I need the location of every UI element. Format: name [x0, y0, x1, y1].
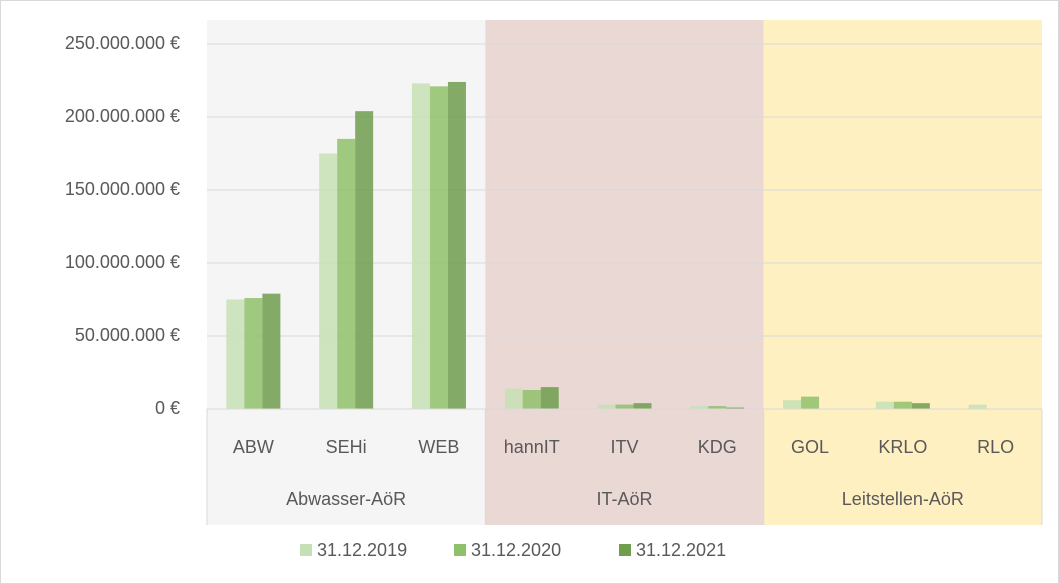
y-tick-label: 200.000.000 € [65, 106, 180, 126]
x-tick-label: KRLO [878, 437, 927, 457]
bar [540, 387, 559, 409]
y-tick-label: 50.000.000 € [75, 325, 180, 345]
y-tick-label: 0 € [155, 398, 180, 418]
x-tick-label: SEHi [326, 437, 367, 457]
group-band [763, 20, 1042, 525]
group-label: Leitstellen-AöR [842, 489, 964, 509]
bar [968, 404, 987, 409]
bar [226, 299, 245, 409]
bar [708, 406, 727, 409]
x-tick-label: WEB [418, 437, 459, 457]
bar [337, 138, 356, 409]
x-tick-label: ABW [233, 437, 274, 457]
group-label: Abwasser-AöR [286, 489, 406, 509]
bar [690, 406, 709, 409]
group-label: IT-AöR [596, 489, 652, 509]
legend-label: 31.12.2021 [636, 540, 726, 560]
bar [633, 403, 652, 409]
legend-label: 31.12.2020 [471, 540, 561, 560]
group-band [485, 20, 764, 525]
bar [615, 404, 634, 409]
bar [726, 407, 745, 409]
x-tick-label: ITV [610, 437, 638, 457]
bar [597, 404, 616, 409]
bar [504, 388, 523, 409]
bar [429, 86, 448, 409]
bar [244, 298, 263, 409]
x-tick-label: hannIT [504, 437, 560, 457]
x-tick-label: RLO [977, 437, 1014, 457]
bar [783, 400, 802, 409]
legend-swatch [300, 544, 312, 556]
bar [319, 153, 338, 409]
x-tick-label: GOL [791, 437, 829, 457]
x-tick-label: KDG [698, 437, 737, 457]
bar [411, 83, 430, 410]
bar [911, 403, 930, 409]
y-tick-label: 150.000.000 € [65, 179, 180, 199]
bar [522, 390, 541, 409]
bar [893, 401, 912, 409]
y-tick-label: 250.000.000 € [65, 33, 180, 53]
legend-label: 31.12.2019 [317, 540, 407, 560]
y-tick-label: 100.000.000 € [65, 252, 180, 272]
legend-swatch [619, 544, 631, 556]
bar [875, 401, 894, 409]
bar [262, 293, 281, 409]
bar [355, 111, 374, 409]
bar [447, 81, 466, 410]
bar [801, 396, 820, 409]
legend-swatch [454, 544, 466, 556]
